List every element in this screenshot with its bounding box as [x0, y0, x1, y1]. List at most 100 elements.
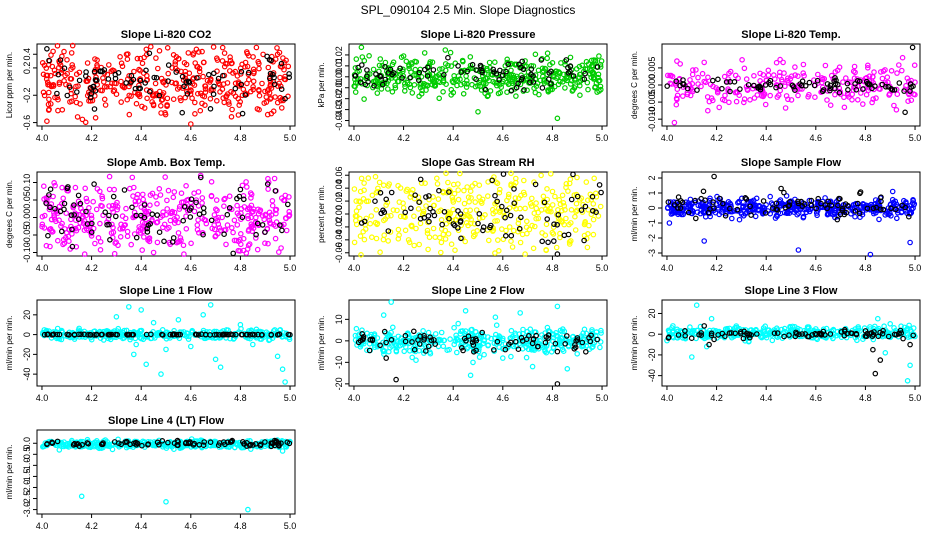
data-point	[806, 197, 813, 204]
data-point	[250, 442, 256, 448]
data-point	[172, 58, 179, 65]
data-point	[361, 236, 368, 243]
data-point	[415, 206, 422, 212]
data-point	[388, 329, 394, 336]
data-point	[592, 58, 599, 65]
data-point	[131, 184, 137, 191]
data-point	[565, 343, 572, 350]
data-point	[852, 208, 859, 214]
data-point	[451, 324, 457, 331]
data-point	[782, 204, 789, 211]
data-point	[234, 195, 240, 202]
data-point	[271, 327, 278, 333]
data-point	[353, 208, 360, 214]
plot-frame	[348, 299, 608, 387]
data-point	[380, 217, 387, 224]
data-point	[199, 195, 206, 201]
data-point	[522, 205, 528, 212]
panel-temp: Slope Li-820 Temp.4.0 4.2 4.4 4.6 4.8 5.0-0.0…	[630, 29, 921, 143]
data-point	[735, 75, 741, 82]
y-tick-label: -10	[334, 356, 344, 369]
data-point	[543, 247, 550, 254]
y-axis-label: degrees C per min.	[5, 180, 14, 248]
data-point	[894, 91, 901, 98]
data-point	[472, 199, 479, 205]
data-point	[373, 82, 380, 89]
data-point	[287, 331, 293, 338]
data-point	[379, 81, 386, 88]
x-tick-label: 4.6	[497, 393, 510, 403]
data-point	[99, 68, 106, 75]
data-point	[416, 241, 423, 248]
data-point	[84, 78, 91, 84]
data-point	[492, 250, 498, 256]
data-point	[84, 60, 91, 66]
data-point	[425, 329, 432, 336]
data-point	[854, 200, 861, 207]
data-point	[839, 205, 846, 212]
data-point	[46, 192, 52, 198]
data-point	[81, 251, 88, 257]
data-point	[140, 191, 146, 198]
data-point	[584, 66, 591, 72]
points-line3	[664, 302, 918, 384]
y-axis-label: ml/min per min.	[317, 316, 326, 371]
y-tick-label: -0.04	[334, 230, 344, 251]
data-point	[128, 241, 135, 248]
x-tick-label: 4.4	[135, 263, 148, 273]
data-point	[78, 493, 85, 500]
data-point	[590, 201, 597, 207]
data-point	[424, 73, 431, 79]
data-point	[191, 208, 198, 215]
panel-title: Slope Line 1 Flow	[120, 285, 213, 297]
data-point	[150, 249, 157, 256]
data-point	[522, 58, 528, 64]
data-point	[541, 199, 548, 206]
data-point	[813, 205, 820, 212]
data-point	[97, 247, 104, 253]
data-point	[521, 87, 527, 93]
data-point	[185, 50, 192, 56]
y-tick-label: 0.005	[647, 57, 657, 80]
data-point	[680, 206, 687, 213]
data-point	[836, 89, 843, 96]
data-point	[699, 203, 705, 210]
data-point	[499, 355, 506, 361]
data-point	[112, 240, 119, 247]
data-point	[485, 334, 491, 340]
data-point	[187, 214, 194, 220]
data-point	[472, 329, 479, 335]
data-point	[61, 240, 68, 247]
data-point	[49, 440, 56, 447]
data-point	[162, 78, 168, 85]
data-point	[869, 99, 875, 106]
data-point	[126, 304, 132, 310]
data-point	[207, 439, 214, 446]
data-point	[440, 343, 447, 350]
x-tick-label: 4.6	[185, 263, 198, 273]
data-point	[548, 208, 554, 215]
data-point	[57, 57, 64, 63]
data-point	[475, 220, 481, 227]
data-point	[476, 182, 483, 189]
data-point	[492, 80, 498, 86]
data-point	[877, 357, 884, 363]
y-tick-label: -2	[647, 234, 657, 242]
y-tick-label: -3	[647, 249, 657, 257]
data-point	[727, 88, 733, 95]
data-point	[142, 208, 149, 215]
x-tick-label: 5.0	[909, 263, 922, 273]
data-point	[484, 193, 491, 199]
data-point	[161, 442, 168, 449]
data-point	[88, 229, 95, 236]
data-point	[69, 231, 75, 237]
data-point	[423, 87, 429, 93]
data-point	[162, 111, 169, 118]
data-point	[98, 331, 105, 338]
data-point	[699, 70, 706, 77]
y-tick-label: -0.04	[334, 110, 344, 131]
data-point	[887, 333, 894, 340]
data-point	[403, 58, 410, 65]
data-point	[807, 327, 814, 333]
data-point	[454, 82, 460, 89]
